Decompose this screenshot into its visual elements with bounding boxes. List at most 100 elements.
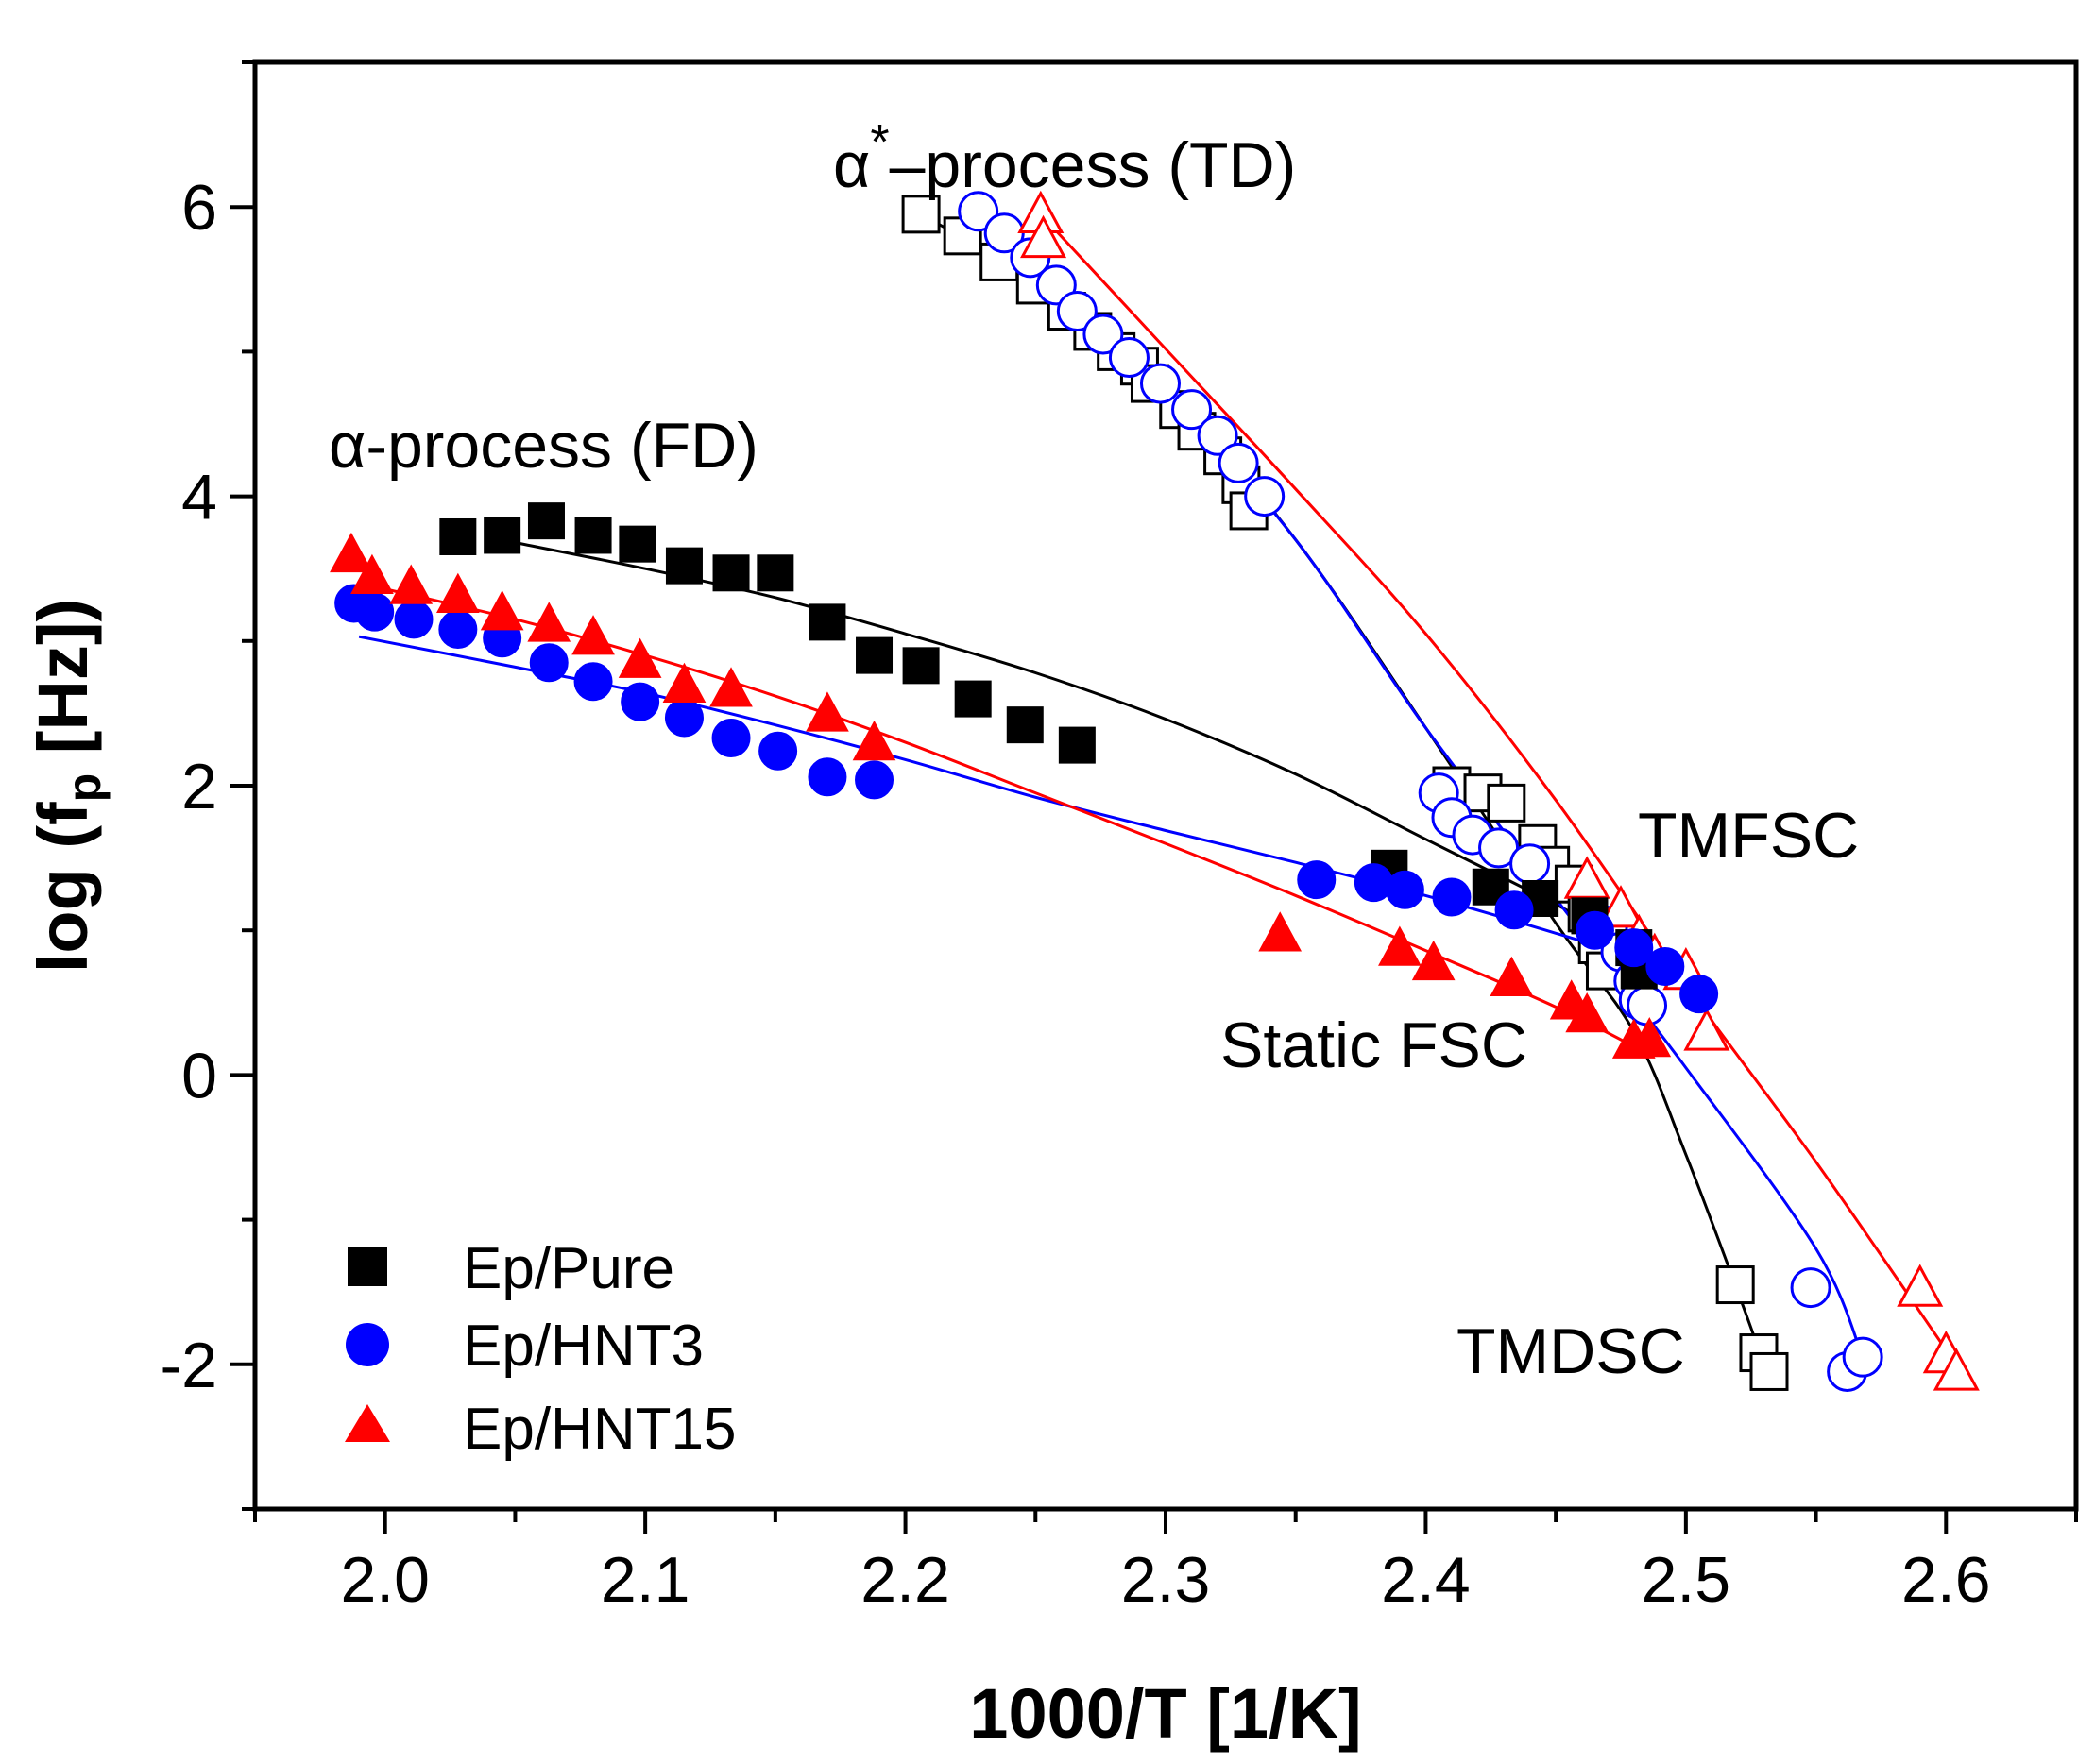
annotation-tmfsc: TMFSC [1638,800,1859,872]
x-tick-label: 2.2 [860,1544,950,1616]
point-td-ep-pure [1749,1351,1789,1391]
point-fd-ep-hnt15 [389,564,434,604]
point-td-ep-pure [1487,783,1526,823]
annotation-tmdsc: TMDSC [1456,1315,1685,1387]
point-fd-ep-pure [712,554,750,592]
point-fd-ep-hnt3 [664,698,704,738]
point-fd-ep-hnt3 [573,662,613,702]
y-tick-label: 4 [181,462,217,534]
x-tick-label: 2.6 [1901,1544,1991,1616]
y-tick-label: 6 [181,172,217,244]
point-fd-ep-hnt15 [1378,925,1422,966]
point-fd-ep-hnt15 [852,720,896,761]
point-fd-ep-pure [619,525,656,563]
x-tick-label: 2.1 [601,1544,690,1616]
point-fd-ep-hnt15 [662,662,707,703]
point-fd-ep-pure [757,554,794,592]
point-fd-ep-hnt3 [1645,947,1685,986]
fit-line-td-ep-hnt3 [977,206,1865,1358]
annotation-alpha-star-td: α*–process (TD) [833,115,1296,201]
point-td-ep-hnt15 [1563,856,1610,899]
point-fd-ep-hnt3 [621,682,660,721]
x-axis-title: 1000/T [1/K] [969,1674,1361,1753]
point-fd-ep-pure [954,680,992,718]
x-axis-ticks: 2.0 2.1 2.2 2.3 2.4 2.5 2.6 [253,1509,2078,1616]
annotation-alpha-star-sup: * [870,115,889,170]
point-fd-ep-pure [1058,726,1096,764]
y-axis-title-main: log (f [24,802,102,973]
point-td-ep-hnt3 [1509,843,1551,885]
point-td-ep-pure [901,195,941,234]
point-fd-ep-hnt15 [435,572,480,613]
point-td-ep-hnt3 [1056,291,1098,332]
point-fd-ep-hnt3 [529,643,569,683]
y-axis-title-subscript: p [58,773,111,803]
point-fd-ep-hnt3 [355,592,395,632]
legend-label-ep-hnt15: Ep/HNT15 [463,1397,736,1462]
point-fd-ep-hnt3 [1297,860,1337,900]
x-tick-label: 2.0 [340,1544,430,1616]
x-tick-label: 2.5 [1642,1544,1731,1616]
point-fd-ep-hnt15 [618,637,662,678]
point-fd-ep-hnt3 [1494,890,1534,930]
point-fd-ep-hnt15 [480,590,524,631]
point-td-ep-hnt15 [1597,885,1644,928]
x-tick-label: 2.3 [1121,1544,1211,1616]
data-points [330,190,1980,1392]
point-fd-ep-hnt15 [1258,911,1303,952]
point-fd-ep-pure [484,517,521,554]
point-fd-ep-hnt15 [527,602,571,642]
point-fd-ep-hnt15 [330,532,373,573]
point-fd-ep-hnt3 [1385,870,1424,909]
point-td-ep-hnt15 [1897,1264,1944,1307]
x-tick-label: 2.4 [1381,1544,1471,1616]
legend-marker-ep-hnt15 [345,1404,390,1442]
point-td-ep-pure [1715,1265,1755,1305]
y-tick-label: 0 [181,1040,217,1111]
y-tick-label: 2 [181,751,217,823]
y-tick-label: -2 [161,1330,217,1401]
point-fd-ep-hnt3 [1432,877,1472,917]
point-fd-ep-pure [809,603,846,641]
legend-marker-ep-hnt3 [346,1323,389,1366]
point-td-ep-hnt3 [1197,415,1238,456]
annotation-alpha-star-rest: –process (TD) [890,129,1297,201]
point-fd-ep-hnt3 [855,760,894,800]
point-fd-ep-hnt3 [438,610,478,650]
fit-line-td-ep-hnt15 [1039,212,1948,1351]
point-fd-ep-hnt15 [806,691,849,732]
y-axis-title-unit: [Hz]) [24,599,102,773]
point-fd-ep-hnt3 [1614,928,1654,968]
y-axis-title: log (fp [Hz]) [24,599,111,973]
point-td-ep-hnt3 [1842,1336,1883,1378]
point-td-ep-hnt3 [1171,389,1213,431]
point-td-ep-hnt3 [958,191,999,232]
y-axis-ticks: -2 0 2 4 6 [161,60,255,1511]
point-td-ep-hnt15 [1020,214,1067,259]
point-fd-ep-pure [902,647,940,685]
point-td-ep-hnt3 [1244,476,1286,517]
legend-marker-ep-pure [348,1247,387,1286]
point-fd-ep-pure [856,636,894,674]
point-fd-ep-pure [527,502,565,540]
point-td-ep-hnt3 [1139,363,1181,404]
point-td-ep-hnt3 [1108,337,1150,379]
legend-label-ep-hnt3: Ep/HNT3 [463,1314,704,1379]
point-fd-ep-hnt15 [1411,940,1456,981]
point-td-ep-hnt3 [1627,985,1668,1026]
legend-label-ep-pure: Ep/Pure [463,1236,674,1301]
point-fd-ep-pure [439,517,477,555]
point-fd-ep-hnt3 [808,757,847,797]
point-fd-ep-hnt15 [1627,1017,1672,1058]
point-fd-ep-hnt3 [394,600,434,639]
point-fd-ep-hnt15 [1565,992,1610,1033]
point-fd-ep-hnt15 [1490,956,1534,996]
point-fd-ep-hnt15 [350,553,394,595]
point-fd-ep-hnt15 [571,615,615,655]
point-td-ep-hnt3 [1082,314,1124,355]
point-fd-ep-pure [665,547,703,585]
annotation-alpha-fd: α-process (FD) [329,410,758,482]
point-fd-ep-hnt3 [758,731,798,771]
point-fd-ep-hnt3 [711,718,751,757]
point-td-ep-hnt3 [1218,442,1259,483]
